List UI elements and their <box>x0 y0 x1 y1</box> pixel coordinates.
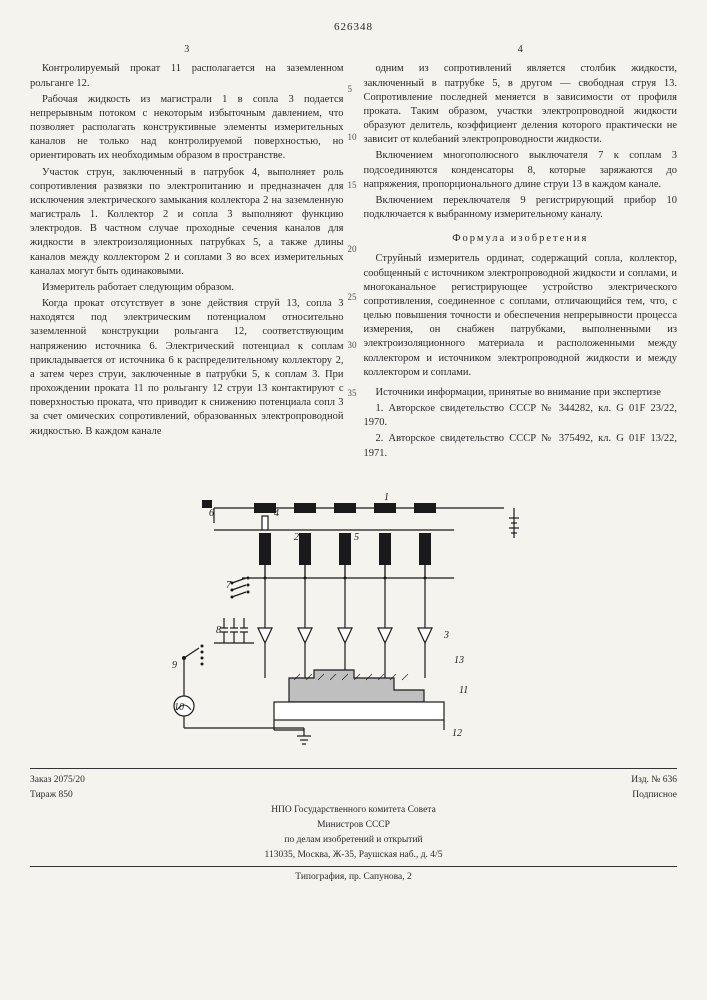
line-marker: 15 <box>348 179 357 191</box>
source-ref: 2. Авторское свидетельство СССР № 375492… <box>364 432 678 460</box>
formula-heading: Формула изобретения <box>364 232 678 246</box>
line-marker: 35 <box>348 387 357 399</box>
source-ref: 1. Авторское свидетельство СССР № 344282… <box>364 402 678 430</box>
svg-text:8: 8 <box>216 625 221 636</box>
schematic-diagram: 64125789313111210 <box>154 478 554 758</box>
paragraph: Когда прокат отсутствует в зоне действия… <box>30 297 344 439</box>
footer-org: Министров СССР <box>30 819 677 832</box>
left-col-number: 3 <box>30 43 344 57</box>
svg-text:1: 1 <box>384 492 389 503</box>
two-column-body: 3 Контролируемый прокат 11 располагается… <box>30 43 677 463</box>
footer-typography: Типография, пр. Сапунова, 2 <box>30 871 677 884</box>
sources-heading: Источники информации, принятые во вниман… <box>364 386 678 400</box>
svg-text:12: 12 <box>452 728 462 739</box>
footer-order: Заказ 2075/20 <box>30 774 85 787</box>
footer-org: по делам изобретений и открытий <box>30 834 677 847</box>
svg-text:10: 10 <box>174 702 184 713</box>
line-marker: 10 <box>348 131 357 143</box>
footer-addr: 113035, Москва, Ж-35, Раушская наб., д. … <box>30 849 677 862</box>
svg-text:4: 4 <box>274 508 279 519</box>
footer-tirage: Тираж 850 <box>30 789 73 802</box>
line-marker: 30 <box>348 339 357 351</box>
svg-text:5: 5 <box>354 532 359 543</box>
paragraph: Участок струн, заключенный в патрубок 4,… <box>30 166 344 279</box>
footer-org: НПО Государственного комитета Совета <box>30 804 677 817</box>
footer-sub: Подписное <box>632 789 677 802</box>
right-col-number: 4 <box>364 43 678 57</box>
formula-body: Струйный измеритель ординат, содержащий … <box>364 252 678 380</box>
footer: Заказ 2075/20 Изд. № 636 Тираж 850 Подпи… <box>30 768 677 884</box>
svg-text:6: 6 <box>209 508 214 519</box>
footer-edition: Изд. № 636 <box>631 774 677 787</box>
svg-text:2: 2 <box>294 532 299 543</box>
document-number: 626348 <box>30 20 677 35</box>
paragraph: Включением переключателя 9 регистрирующи… <box>364 194 678 222</box>
paragraph: одним из сопротивлений является столбик … <box>364 62 678 147</box>
paragraph: Измеритель работает следующим образом. <box>30 281 344 295</box>
svg-text:9: 9 <box>172 660 177 671</box>
paragraph: Контролируемый прокат 11 располагается н… <box>30 62 344 90</box>
paragraph: Рабочая жидкость из магистрали 1 в сопла… <box>30 93 344 164</box>
right-column: 5 10 15 20 25 30 35 4 одним из сопротивл… <box>364 43 678 463</box>
svg-text:13: 13 <box>454 655 464 666</box>
svg-text:11: 11 <box>459 685 468 696</box>
line-marker: 20 <box>348 243 357 255</box>
left-column: 3 Контролируемый прокат 11 располагается… <box>30 43 344 463</box>
svg-text:3: 3 <box>443 630 449 641</box>
paragraph: Включением многополюсного выключателя 7 … <box>364 149 678 192</box>
line-marker: 5 <box>348 83 353 95</box>
line-marker: 25 <box>348 291 357 303</box>
